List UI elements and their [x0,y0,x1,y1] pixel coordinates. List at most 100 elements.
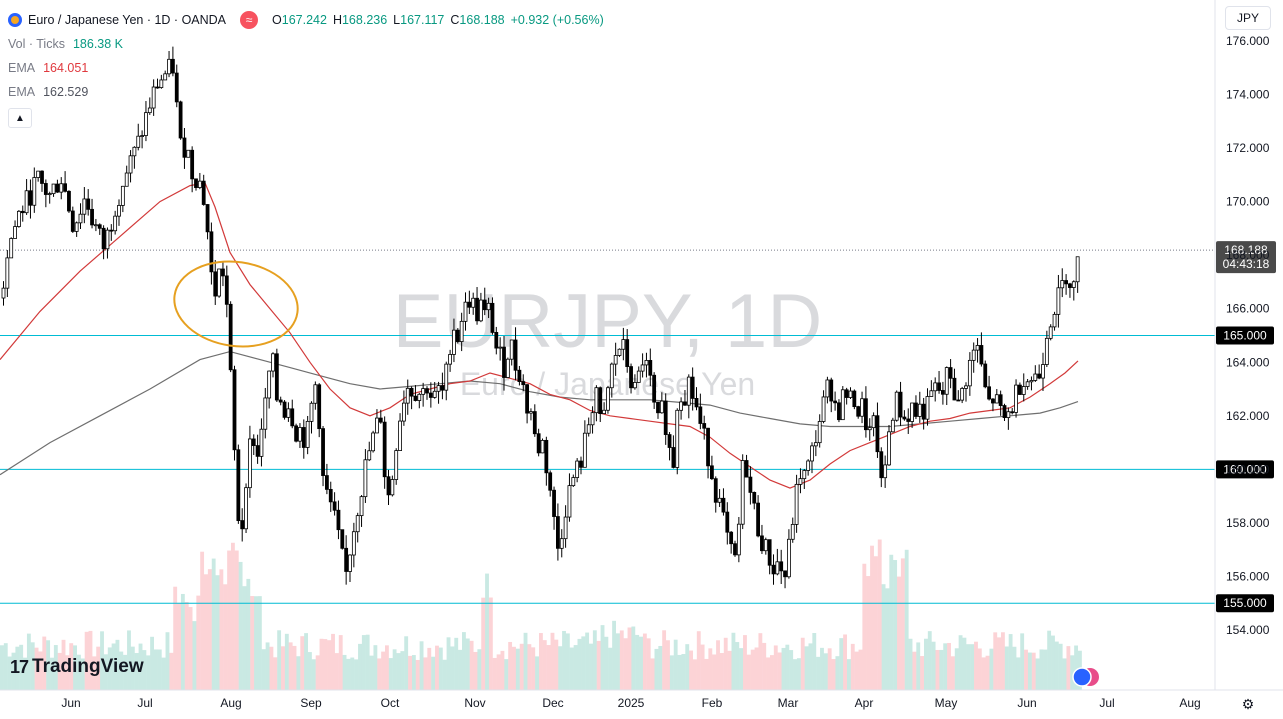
volume-bar [962,637,967,690]
volume-bar [1054,641,1059,690]
volume-bar [1070,655,1075,690]
candle [382,416,387,489]
volume-bar [57,652,62,690]
volume-bar [866,576,871,690]
collapse-legend-button[interactable]: ▲ [8,108,32,128]
volume-bar [523,632,528,690]
volume-bar [304,633,308,690]
volume-bar [766,657,770,690]
volume-bar [816,656,821,690]
candle [136,123,141,151]
legend-panel: Euro / Japanese Yen · 1D · OANDA ≈ O 167.… [8,8,604,128]
volume-bar [46,640,51,690]
volume-bar [827,648,832,690]
candle [971,342,976,373]
volume-bar [820,647,824,690]
volume-bar [708,648,713,690]
level-price-label: 160.000 [1223,462,1267,476]
volume-bar [1008,634,1013,690]
candle [864,386,868,438]
annotation-ellipse[interactable] [169,254,303,354]
gear-icon[interactable]: ⚙ [1241,696,1255,712]
volume-bar [446,637,451,690]
symbol-row[interactable]: Euro / Japanese Yen · 1D · OANDA ≈ O 167.… [8,8,604,32]
candle [894,390,899,422]
volume-bar [215,575,220,690]
volume-bar [265,642,270,690]
indicator-ema-slow-name: EMA [8,85,36,99]
price-tick-label: 174.000 [1226,88,1270,102]
candle [9,237,14,259]
volume-bar [1031,652,1036,690]
indicator-ema-fast-row[interactable]: EMA 164.051 [8,56,604,80]
candle [502,335,506,391]
candle [810,442,814,474]
candle [763,537,768,555]
candle [837,399,841,423]
candle [224,265,229,318]
candle [937,371,941,394]
tradingview-logo[interactable]: 17 TradingView [10,656,144,678]
volume-bar [681,653,686,690]
ohlc-close-label: C [450,13,460,27]
volume-bar [119,651,124,690]
candle [459,312,464,352]
volume-bar [7,656,12,690]
candle [1075,256,1080,293]
volume-bar [488,597,493,690]
candle [621,327,626,361]
currency-button[interactable]: JPY [1225,6,1271,30]
volume-bar [762,642,767,690]
indicator-volume-row[interactable]: Vol · Ticks 186.38 K [8,32,604,56]
symbol-title[interactable]: Euro / Japanese Yen · 1D · OANDA [28,13,227,27]
volume-bar [423,657,428,690]
candle [471,292,476,315]
candle [1002,403,1007,422]
volume-bar [1058,643,1063,690]
volume-bar [103,654,108,690]
volume-bar [277,630,282,690]
volume-bar [685,644,690,690]
volume-bar [612,620,616,690]
candle [602,402,606,415]
volume-bar [42,636,47,690]
volume-bar [350,657,355,690]
candle [375,409,379,434]
candle [725,502,730,545]
volume-bar [1062,658,1067,690]
compare-icon[interactable]: ≈ [240,11,259,29]
volume-bar [115,639,120,690]
tradingview-mark-icon: 17 [10,656,29,677]
candle [633,374,637,390]
candle [952,368,957,401]
candle [313,381,318,410]
indicator-ema-slow-row[interactable]: EMA 162.529 [8,80,604,104]
candle [124,165,129,187]
volume-bar [273,657,278,690]
candle [132,146,137,169]
volume-bar [369,655,374,690]
candle [1014,379,1018,418]
candle [521,374,526,392]
volume-bar [839,638,844,690]
candle [625,329,630,373]
candle [286,402,291,422]
candle [879,447,884,488]
candle [1068,282,1072,298]
volume-bar [84,631,89,690]
candle [944,366,949,406]
volume-bar [231,542,235,690]
candle [994,389,999,404]
volume-bar [931,641,936,690]
level-price-label: 155.000 [1223,596,1267,610]
candle [925,388,930,426]
candle [163,70,168,81]
ema-lines [0,182,1079,489]
candle [575,458,580,483]
volume-bar [693,659,697,690]
volume-bar [635,634,640,690]
candle [756,495,760,538]
volume-bar [954,648,959,690]
